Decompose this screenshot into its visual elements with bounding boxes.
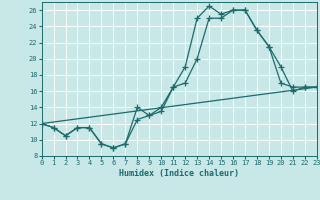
X-axis label: Humidex (Indice chaleur): Humidex (Indice chaleur) xyxy=(119,169,239,178)
